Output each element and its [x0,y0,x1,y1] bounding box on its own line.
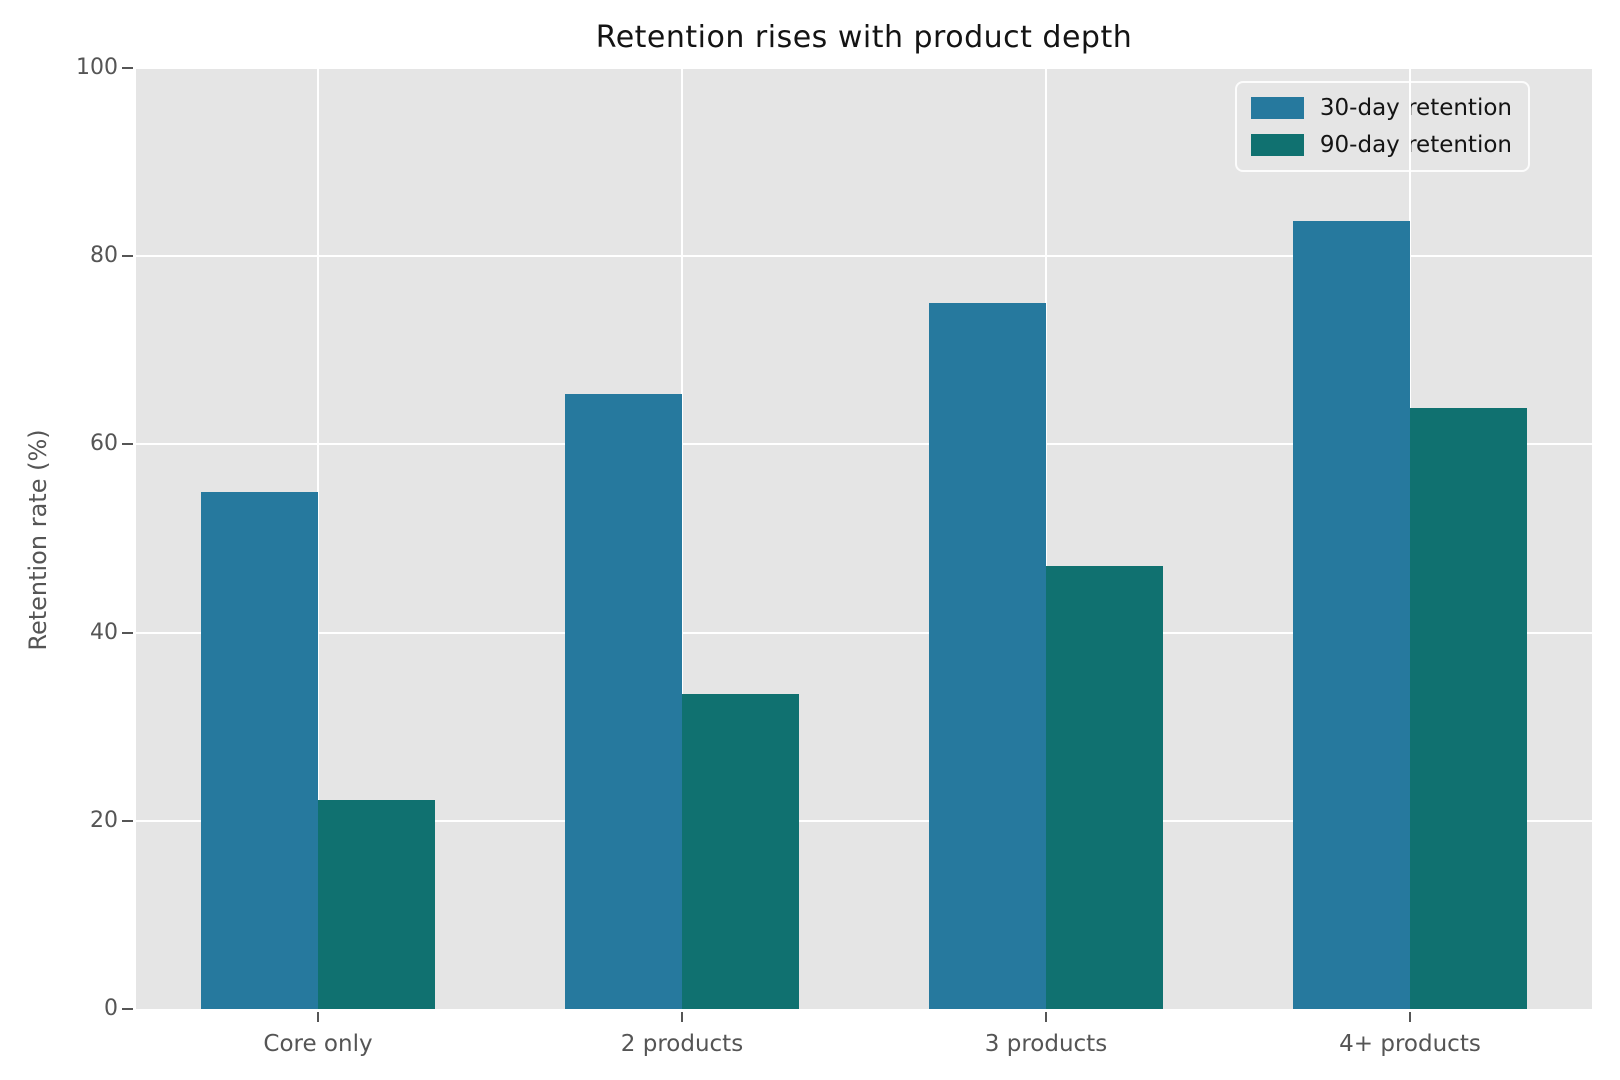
legend-swatch-90-day [1250,134,1304,156]
bar-30-day-2-products [565,393,682,1009]
legend-entry: 30-day retention [1250,95,1512,121]
y-tick-mark [122,443,133,446]
y-tick-label: 20 [90,807,118,833]
y-tick-label: 100 [76,55,118,80]
legend-label-90-day: 90-day retention [1319,132,1512,158]
legend-entry: 90-day retention [1250,132,1512,158]
gridline-vertical [317,68,319,1009]
bar-90-day-2-products [682,693,799,1009]
y-tick-label: 40 [90,619,118,645]
y-tick-mark [122,255,133,258]
bar-30-day-core-only [201,492,318,1009]
gridline-horizontal [136,631,1592,634]
y-tick-mark [122,631,133,634]
x-tick-mark [317,1012,319,1022]
gridline-horizontal [136,443,1592,446]
x-tick-label: 2 products [620,1031,744,1057]
x-tick-label: Core only [263,1031,373,1057]
x-tick-label: 3 products [984,1031,1108,1057]
bar-30-day-3-products [929,303,1046,1009]
x-tick-label: 4+ products [1339,1031,1481,1057]
legend-swatch-30-day [1250,97,1304,119]
y-tick-label: 80 [90,243,118,269]
x-tick-mark [1409,1012,1411,1022]
y-tick-mark [122,1008,133,1010]
gridline-horizontal [136,67,1592,69]
bar-90-day-4+-products [1410,407,1527,1009]
legend: 30-day retention 90-day retention [1234,81,1530,172]
y-tick-label: 0 [104,996,118,1021]
gridline-vertical [1045,68,1047,1009]
x-tick-mark [1045,1012,1047,1022]
bar-30-day-4+-products [1293,221,1410,1009]
gridline-horizontal [136,819,1592,822]
gridline-vertical [681,68,683,1009]
x-tick-mark [681,1012,683,1022]
y-axis-label: Retention rate (%) [24,429,52,651]
y-tick-mark [122,819,133,822]
chart-title: Retention rises with product depth [595,20,1133,55]
y-tick-mark [122,67,133,69]
bar-90-day-core-only [318,800,435,1009]
plot-area: 30-day retention 90-day retention [136,67,1592,1009]
gridline-horizontal [136,255,1592,258]
bar-90-day-3-products [1046,565,1163,1009]
legend-label-30-day: 30-day retention [1319,95,1512,121]
y-tick-label: 60 [90,431,118,457]
